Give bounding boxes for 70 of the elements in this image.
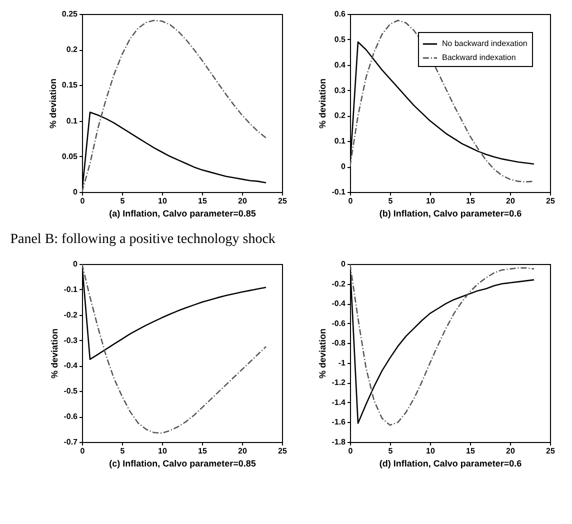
y-tick-label: -0.1	[64, 284, 78, 294]
y-tick-label: 0.3	[334, 86, 346, 95]
y-tick-label: -0.4	[64, 361, 78, 370]
x-tick-label: 25	[278, 446, 288, 456]
x-axis-title: (d) Inflation, Calvo parameter=0.6	[379, 458, 522, 468]
y-tick-label: -0.4	[332, 299, 346, 308]
x-tick-label: 20	[238, 196, 248, 206]
y-tick-label: -0.6	[332, 318, 346, 328]
y-tick-label: 0.1	[66, 116, 78, 126]
y-tick-label: -1.8	[332, 438, 346, 446]
y-tick-label: -0.2	[332, 279, 346, 288]
y-tick-label: 0	[341, 162, 346, 172]
x-tick-label: 0	[348, 446, 354, 456]
line-series	[82, 20, 267, 192]
x-tick-label: 15	[466, 446, 476, 456]
y-tick-label: -1.2	[332, 378, 346, 388]
x-tick-label: 10	[426, 446, 436, 456]
x-tick-label: 15	[198, 446, 208, 456]
y-axis-title: % deviation	[48, 78, 58, 129]
x-axis-title: (c) Inflation, Calvo parameter=0.85	[109, 458, 256, 468]
x-tick-label: 5	[388, 196, 394, 206]
x-tick-label: 0	[348, 196, 354, 206]
x-tick-label: 20	[506, 446, 516, 456]
chart-title: Panel B: following a positive technology shock	[10, 232, 276, 247]
y-tick-label: -0.8	[332, 338, 346, 348]
y-tick-label: -0.6	[64, 412, 78, 422]
line-series	[82, 264, 267, 434]
x-tick-label: 15	[466, 196, 476, 206]
y-tick-label: 0	[73, 260, 78, 268]
x-tick-label: 0	[80, 196, 86, 206]
y-axis-title: % deviation	[318, 328, 328, 379]
x-axis-title: (a) Inflation, Calvo parameter=0.85	[109, 208, 256, 218]
x-tick-label: 5	[120, 196, 126, 206]
x-tick-label: 5	[388, 446, 394, 456]
x-tick-label: 15	[198, 196, 208, 206]
y-tick-label: -0.5	[64, 386, 78, 396]
x-axis-title: (b) Inflation, Calvo parameter=0.6	[379, 208, 522, 218]
x-tick-label: 25	[278, 196, 288, 206]
y-tick-label: -0.3	[64, 336, 78, 345]
y-tick-label: -1	[338, 358, 346, 368]
y-tick-label: 0.6	[334, 10, 346, 18]
x-tick-label: 10	[158, 446, 168, 456]
y-tick-label: 0.05	[62, 152, 78, 161]
y-tick-label: 0	[73, 188, 78, 196]
y-tick-label: 0.25	[62, 10, 78, 18]
x-tick-label: 25	[546, 446, 556, 456]
y-tick-label: 0.15	[62, 80, 78, 90]
x-tick-label: 20	[506, 196, 516, 206]
y-tick-label: 0.2	[334, 111, 346, 120]
x-tick-label: 5	[120, 446, 126, 456]
y-tick-label: -0.2	[64, 310, 78, 320]
x-tick-label: 25	[546, 196, 556, 206]
y-tick-label: -1.4	[332, 398, 346, 407]
legend-label: Backward indexation	[442, 53, 516, 62]
y-tick-label: -0.1	[332, 188, 346, 196]
x-tick-label: 0	[80, 446, 86, 456]
x-tick-label: 20	[238, 446, 248, 456]
line-series	[350, 20, 535, 182]
y-tick-label: 0	[341, 260, 346, 268]
legend-label: No backward indexation	[442, 39, 528, 48]
y-tick-label: 0.5	[334, 34, 346, 44]
y-tick-label: 0.4	[334, 60, 346, 70]
x-tick-label: 10	[426, 196, 436, 206]
y-tick-label: -0.7	[64, 438, 78, 446]
y-tick-label: -1.6	[332, 418, 346, 427]
y-axis-title: % deviation	[318, 78, 328, 129]
y-axis-title: % deviation	[50, 328, 60, 379]
y-tick-label: 0.1	[334, 136, 346, 146]
y-tick-label: 0.2	[66, 45, 78, 54]
x-tick-label: 10	[158, 196, 168, 206]
